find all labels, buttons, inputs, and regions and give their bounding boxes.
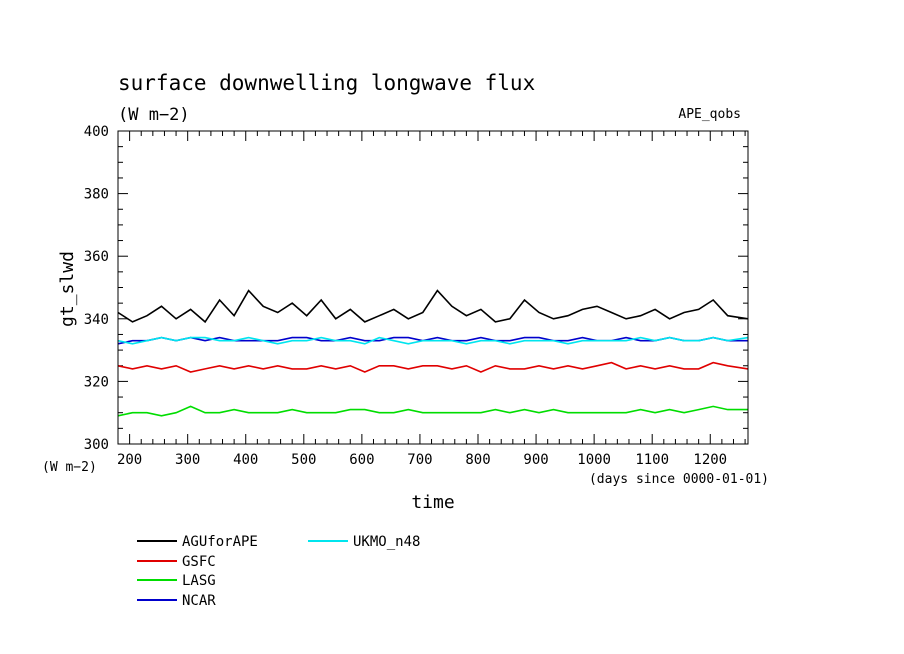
series-lasg — [117, 405, 748, 417]
experiment-tag: APE_qobs — [678, 107, 741, 122]
y-tick-label: 380 — [84, 187, 109, 203]
y-tick-label: 300 — [84, 437, 109, 453]
x-tick-label: 300 — [175, 452, 200, 468]
legend-label: GSFC — [182, 554, 216, 570]
x-tick-label: 900 — [523, 452, 548, 468]
legend-label: NCAR — [182, 593, 216, 609]
series-gsfc — [117, 361, 749, 373]
y-tick-label: 360 — [84, 249, 109, 265]
legend-label: LASG — [182, 573, 216, 589]
series-aguforape — [117, 289, 749, 324]
y-tick-label: 340 — [84, 312, 109, 328]
legend-label: UKMO_n48 — [353, 534, 420, 550]
x-axis-label: time — [411, 492, 454, 513]
x-tick-label: 700 — [407, 452, 432, 468]
y-axis-units: (W m−2) — [42, 460, 97, 475]
legend: AGUforAPE GSFC LASG NCAR UKMO_n48 — [137, 534, 420, 609]
x-tick-label: 400 — [233, 452, 258, 468]
plot-frame — [117, 130, 749, 445]
series-ukmo-n48 — [117, 336, 749, 345]
y-axis-label: gt_slwd — [57, 251, 78, 327]
x-tick-label: 1100 — [635, 452, 669, 468]
axis-ticks — [118, 130, 748, 445]
chart-title: surface downwelling longwave flux — [118, 71, 535, 95]
legend-label: AGUforAPE — [182, 534, 258, 550]
y-tick-label: 320 — [84, 374, 109, 390]
plot-area — [117, 130, 749, 445]
chart-units: (W m−2) — [118, 105, 190, 125]
series-layer — [117, 289, 749, 417]
x-axis-units: (days since 0000-01-01) — [589, 472, 769, 487]
y-tick-label: 400 — [84, 124, 109, 140]
x-tick-label: 1200 — [693, 452, 727, 468]
x-tick-label: 600 — [349, 452, 374, 468]
x-tick-label: 800 — [465, 452, 490, 468]
x-tick-label: 1000 — [577, 452, 611, 468]
y-tick-labels: 300 320 340 360 380 400 — [84, 124, 109, 453]
x-tick-label: 200 — [117, 452, 142, 468]
series-ncar — [117, 336, 748, 345]
x-tick-labels: 200 300 400 500 600 700 800 900 1000 1100 1200 — [117, 452, 727, 468]
x-tick-label: 500 — [291, 452, 316, 468]
